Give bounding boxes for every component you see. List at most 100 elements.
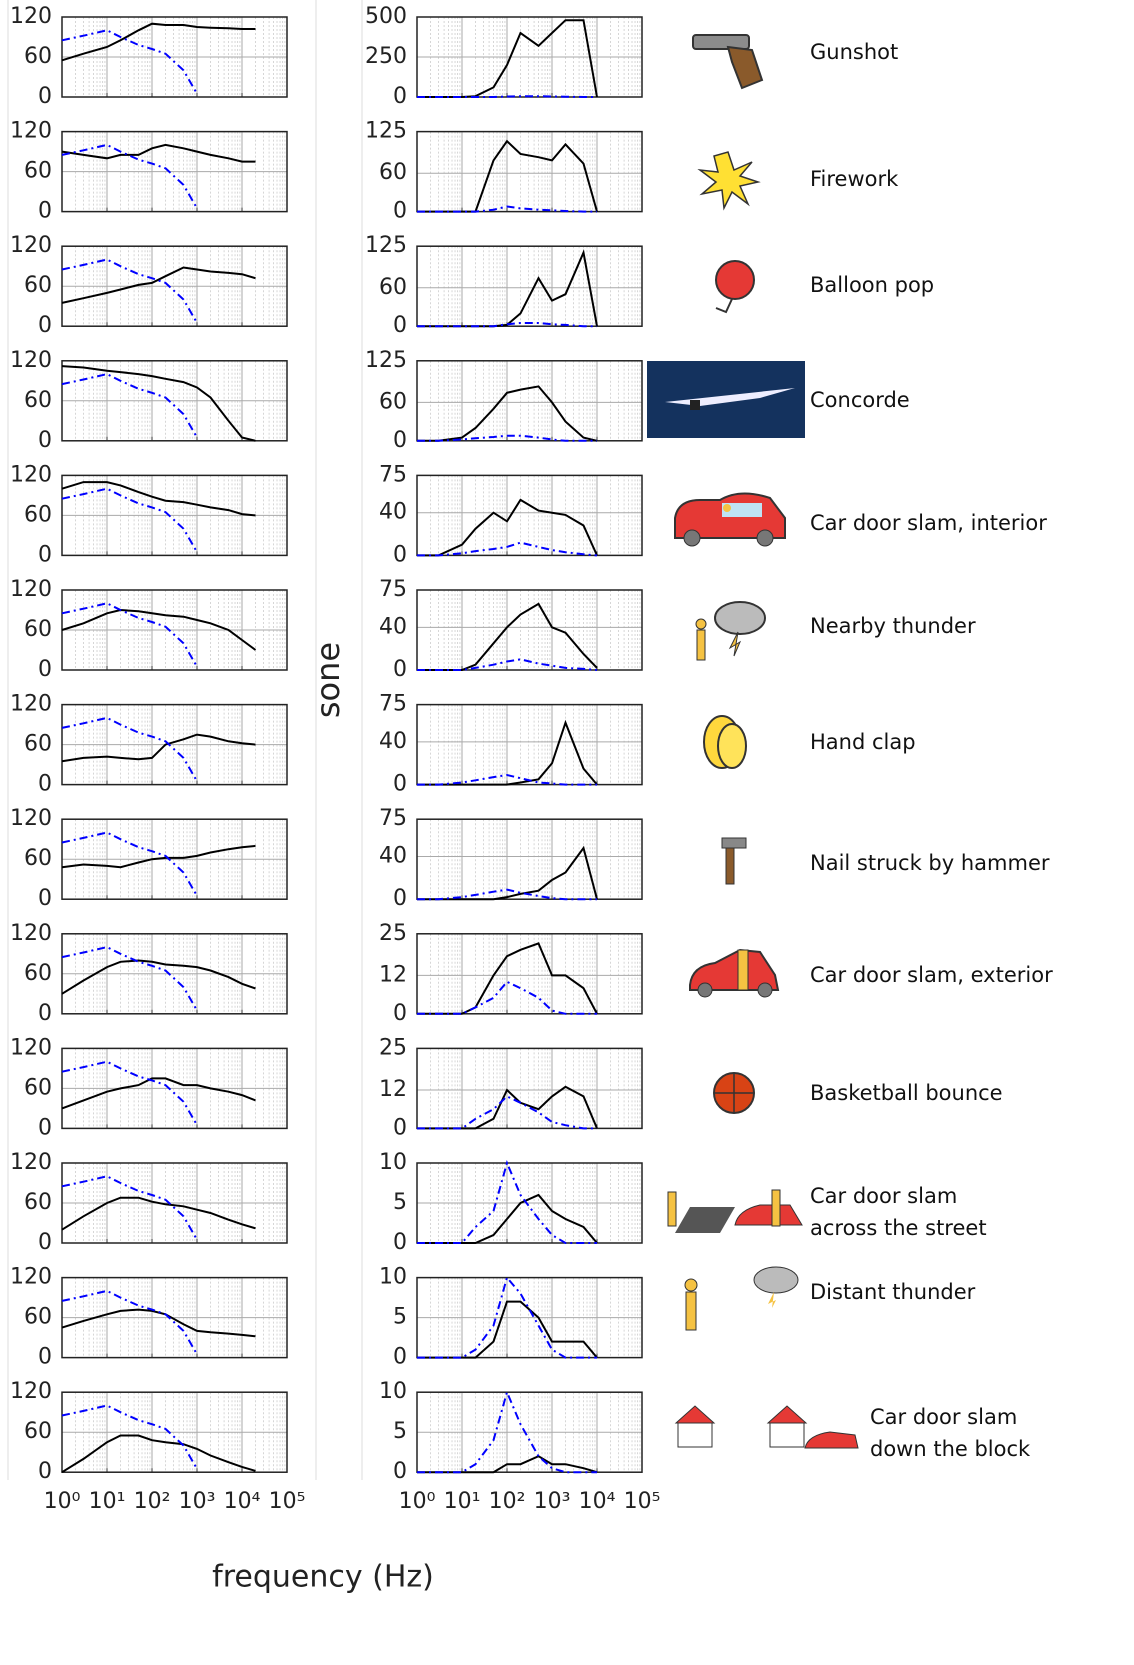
y-tick-label: 0 [393,84,407,109]
y-tick-label: 0 [38,199,52,224]
x-tick-label: 10¹ [444,1489,481,1514]
y-tick-label: 5 [393,1305,407,1330]
figure: sone frequency (Hz) GunshotFireworkBallo… [0,0,1134,1665]
sound-label: Balloon pop [810,273,934,297]
y-tick-label: 5 [393,1419,407,1444]
firework-icon [700,152,758,208]
y-tick-label: 60 [24,961,52,986]
hammer-icon [722,838,746,884]
plot-area [417,590,642,670]
chart: 060125 [365,119,642,224]
plot-area [417,819,642,899]
y-tick-label: 5 [393,1190,407,1215]
y-tick-label: 12 [379,1077,407,1102]
x-tick-label: 10³ [534,1489,571,1514]
plot-area [417,361,642,441]
y-tick-label: 40 [379,614,407,639]
y-tick-label: 0 [393,1230,407,1255]
y-tick-label: 120 [10,806,52,831]
x-tick-label: 10² [134,1489,171,1514]
y-tick-label: 0 [393,313,407,338]
y-tick-label: 120 [10,577,52,602]
sound-label: down the block [870,1437,1031,1461]
y-tick-label: 120 [10,1379,52,1404]
x-tick-label: 10¹ [89,1489,126,1514]
y-tick-label: 25 [379,1035,407,1060]
distant-thunder-icon [685,1267,798,1330]
y-tick-label: 60 [24,1305,52,1330]
sound-label: Car door slam [870,1405,1017,1429]
plot-area [417,246,642,326]
car-icon [675,493,785,546]
y-tick-label: 60 [379,160,407,185]
y-tick-label: 120 [10,1150,52,1175]
chart: 060120 [10,348,287,453]
sound-label: Distant thunder [810,1280,976,1304]
y-tick-label: 10 [379,1150,407,1175]
y-axis-label: sone [309,642,347,718]
y-tick-label: 0 [38,428,52,453]
x-tick-label: 10⁵ [624,1489,661,1514]
sound-label: Gunshot [810,40,898,64]
y-tick-label: 0 [38,84,52,109]
chart: 0 60 120 [10,1265,287,1370]
chart: 060120 [10,4,287,109]
y-tick-label: 0 [393,1345,407,1370]
x-tick-label: 10⁴ [579,1489,616,1514]
y-tick-label: 60 [24,388,52,413]
sound-label: Hand clap [810,730,916,754]
y-tick-label: 0 [38,542,52,567]
y-tick-label: 40 [379,729,407,754]
x-tick-label: 10⁵ [269,1489,306,1514]
y-tick-label: 60 [24,846,52,871]
y-tick-label: 0 [38,1459,52,1484]
street-icon [668,1190,802,1233]
y-tick-label: 60 [24,1190,52,1215]
y-tick-label: 0 [38,1345,52,1370]
house-icon [676,1406,858,1448]
y-tick-label: 75 [379,462,407,487]
y-tick-label: 12 [379,962,407,987]
sound-label: Concorde [810,388,910,412]
y-tick-label: 120 [10,1265,52,1290]
y-tick-label: 120 [10,921,52,946]
y-tick-label: 0 [393,1115,407,1140]
y-tick-label: 120 [10,233,52,258]
x-tick-label: 10⁴ [224,1489,261,1514]
y-tick-label: 10 [379,1379,407,1404]
ball-icon [714,1073,754,1113]
sound-label: Car door slam, exterior [810,963,1053,987]
x-tick-label: 10³ [179,1489,216,1514]
clap-icon [704,716,746,768]
y-tick-label: 60 [24,273,52,298]
y-tick-label: 0 [38,313,52,338]
chart: 10⁰10¹10²10³10⁴10⁵060120 [10,1379,305,1514]
gun-icon [693,35,762,88]
x-tick-label: 10⁰ [44,1489,81,1514]
plot-area [417,705,642,785]
y-tick-label: 0 [38,1115,52,1140]
y-tick-label: 0 [38,1001,52,1026]
sound-label: Firework [810,167,899,191]
y-tick-label: 120 [10,462,52,487]
y-tick-label: 0 [38,657,52,682]
y-tick-label: 250 [365,44,407,69]
y-tick-label: 120 [10,119,52,144]
y-tick-label: 0 [393,428,407,453]
y-tick-label: 125 [365,348,407,373]
x-tick-label: 10⁰ [399,1489,436,1514]
chart: 060120 [10,692,287,797]
chart: 060120 [10,577,287,682]
plot-area [417,132,642,212]
y-tick-label: 75 [379,577,407,602]
chart: 060120 [10,119,287,224]
y-tick-label: 0 [393,886,407,911]
